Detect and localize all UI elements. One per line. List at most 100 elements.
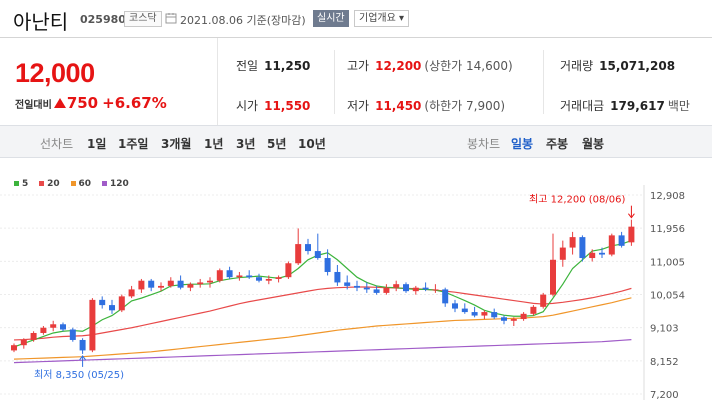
- base-date: 2021.08.06 기준(장마감): [180, 14, 306, 27]
- stat-value: 179,617: [610, 99, 665, 113]
- candle-body: [207, 280, 213, 283]
- candle-body: [50, 324, 57, 328]
- low-annotation: 최저 8,350 (05/25): [34, 369, 124, 381]
- legend-ma60: 60: [70, 179, 91, 189]
- candle-body: [559, 247, 566, 260]
- candle-body: [442, 289, 449, 304]
- up-triangle-icon: [53, 98, 66, 108]
- candle-body: [550, 259, 556, 295]
- stat-volume: 거래량 15,071,208: [560, 57, 675, 74]
- candle-body: [471, 312, 478, 316]
- candle-body: [314, 251, 321, 259]
- legend-ma120: 120: [101, 179, 129, 189]
- candle-body: [148, 280, 155, 288]
- candle-body: [354, 285, 360, 288]
- stat-value: 11,250: [264, 59, 311, 73]
- diff-value: 750: [66, 94, 99, 112]
- candle-body: [305, 244, 311, 252]
- period-3y[interactable]: 3년: [236, 137, 256, 151]
- stock-header: 아난티 025980 코스닥 2021.08.06 기준(장마감) 실시간 기업…: [0, 0, 712, 37]
- high-annotation: 최고 12,200 (08/06): [529, 194, 625, 206]
- stock-name: 아난티: [13, 10, 69, 34]
- candle-body: [40, 327, 47, 333]
- candle-body: [236, 275, 243, 278]
- candle-body: [589, 252, 596, 259]
- y-tick-label: 7,200: [650, 390, 679, 401]
- candle-body: [530, 306, 537, 314]
- line-chart-label: 선차트: [40, 137, 74, 151]
- candle-body: [569, 237, 576, 248]
- candle-body: [324, 258, 331, 272]
- candle-body: [452, 303, 458, 309]
- candle-body: [383, 287, 390, 293]
- legend-ma5: 5: [14, 179, 28, 189]
- y-tick-label: 11,956: [650, 224, 685, 235]
- stat-value: 15,071,208: [599, 59, 676, 73]
- candle-body: [540, 294, 547, 307]
- period-selector: 선차트 1일 1주일 3개월 1년 3년 5년 10년 봉차트 일봉 주봉 월봉: [0, 125, 712, 158]
- candle-body: [11, 345, 17, 351]
- candlestick-chart: 12,908 11,956 11,005 10,054 9,103 8,152 7,200 최…: [0, 185, 685, 401]
- market-badge: 코스닥: [124, 11, 162, 27]
- candle-daily[interactable]: 일봉: [511, 137, 534, 151]
- divider: [334, 50, 335, 114]
- stat-label: 거래대금: [560, 99, 605, 113]
- stat-label: 거래량: [560, 59, 594, 73]
- y-tick-label: 9,103: [650, 324, 679, 335]
- candle-body: [158, 285, 164, 288]
- candle-body: [422, 287, 429, 290]
- candle-body: [373, 289, 380, 293]
- stat-note: (하한가 7,900): [424, 99, 506, 113]
- candle-weekly[interactable]: 주봉: [546, 137, 569, 151]
- candle-body: [520, 313, 527, 320]
- ma-legend: 5 20 60 120: [14, 179, 137, 189]
- period-10y[interactable]: 10년: [298, 137, 326, 151]
- candle-body: [295, 244, 302, 264]
- realtime-button[interactable]: 실시간: [313, 10, 349, 27]
- candle-body: [285, 263, 292, 278]
- candle-body: [187, 284, 194, 288]
- stat-note: (상한가 14,600): [424, 59, 513, 73]
- candle-body: [20, 339, 27, 346]
- candle-body: [432, 289, 439, 291]
- candle-monthly[interactable]: 월봉: [582, 137, 605, 151]
- period-1d[interactable]: 1일: [87, 137, 107, 151]
- candle-body: [138, 280, 145, 290]
- candle-body: [491, 312, 498, 318]
- stat-label: 고가: [347, 59, 370, 73]
- y-tick-label: 10,054: [650, 291, 685, 302]
- y-tick-label: 11,005: [650, 257, 685, 268]
- period-1y[interactable]: 1년: [204, 137, 224, 151]
- candle-body: [393, 284, 400, 288]
- candle-body: [30, 332, 37, 340]
- candle-body: [618, 235, 625, 246]
- low-arrow-head: [79, 355, 86, 361]
- candle-body: [246, 275, 253, 278]
- candle-body: [334, 271, 341, 283]
- stat-label: 시가: [236, 99, 259, 113]
- current-price-box: 12,000 전일대비 750 +6.67%: [0, 38, 218, 126]
- candle-body: [461, 308, 468, 313]
- ma60-line: [13, 297, 632, 360]
- candle-body: [99, 299, 106, 306]
- company-overview-dropdown[interactable]: 기업개요 ▾: [354, 10, 409, 27]
- period-3m[interactable]: 3개월: [161, 137, 192, 151]
- candle-body: [118, 296, 125, 311]
- stat-unit: 백만: [667, 99, 690, 113]
- candle-body: [608, 235, 615, 255]
- candle-chart-label: 봉차트: [467, 137, 501, 151]
- ma5-line: [13, 240, 632, 348]
- candle-body: [403, 284, 409, 292]
- candle-body: [197, 282, 204, 285]
- period-5y[interactable]: 5년: [267, 137, 287, 151]
- period-1w[interactable]: 1주일: [118, 137, 149, 151]
- candle-body: [89, 299, 96, 351]
- ma120-line: [13, 339, 632, 364]
- candle-body: [501, 317, 507, 321]
- candle-body: [412, 287, 419, 292]
- calendar-icon: [165, 13, 177, 24]
- stat-label: 저가: [347, 99, 370, 113]
- stat-prev-close: 전일 11,250: [236, 57, 310, 74]
- divider: [543, 50, 544, 114]
- candle-body: [79, 339, 86, 351]
